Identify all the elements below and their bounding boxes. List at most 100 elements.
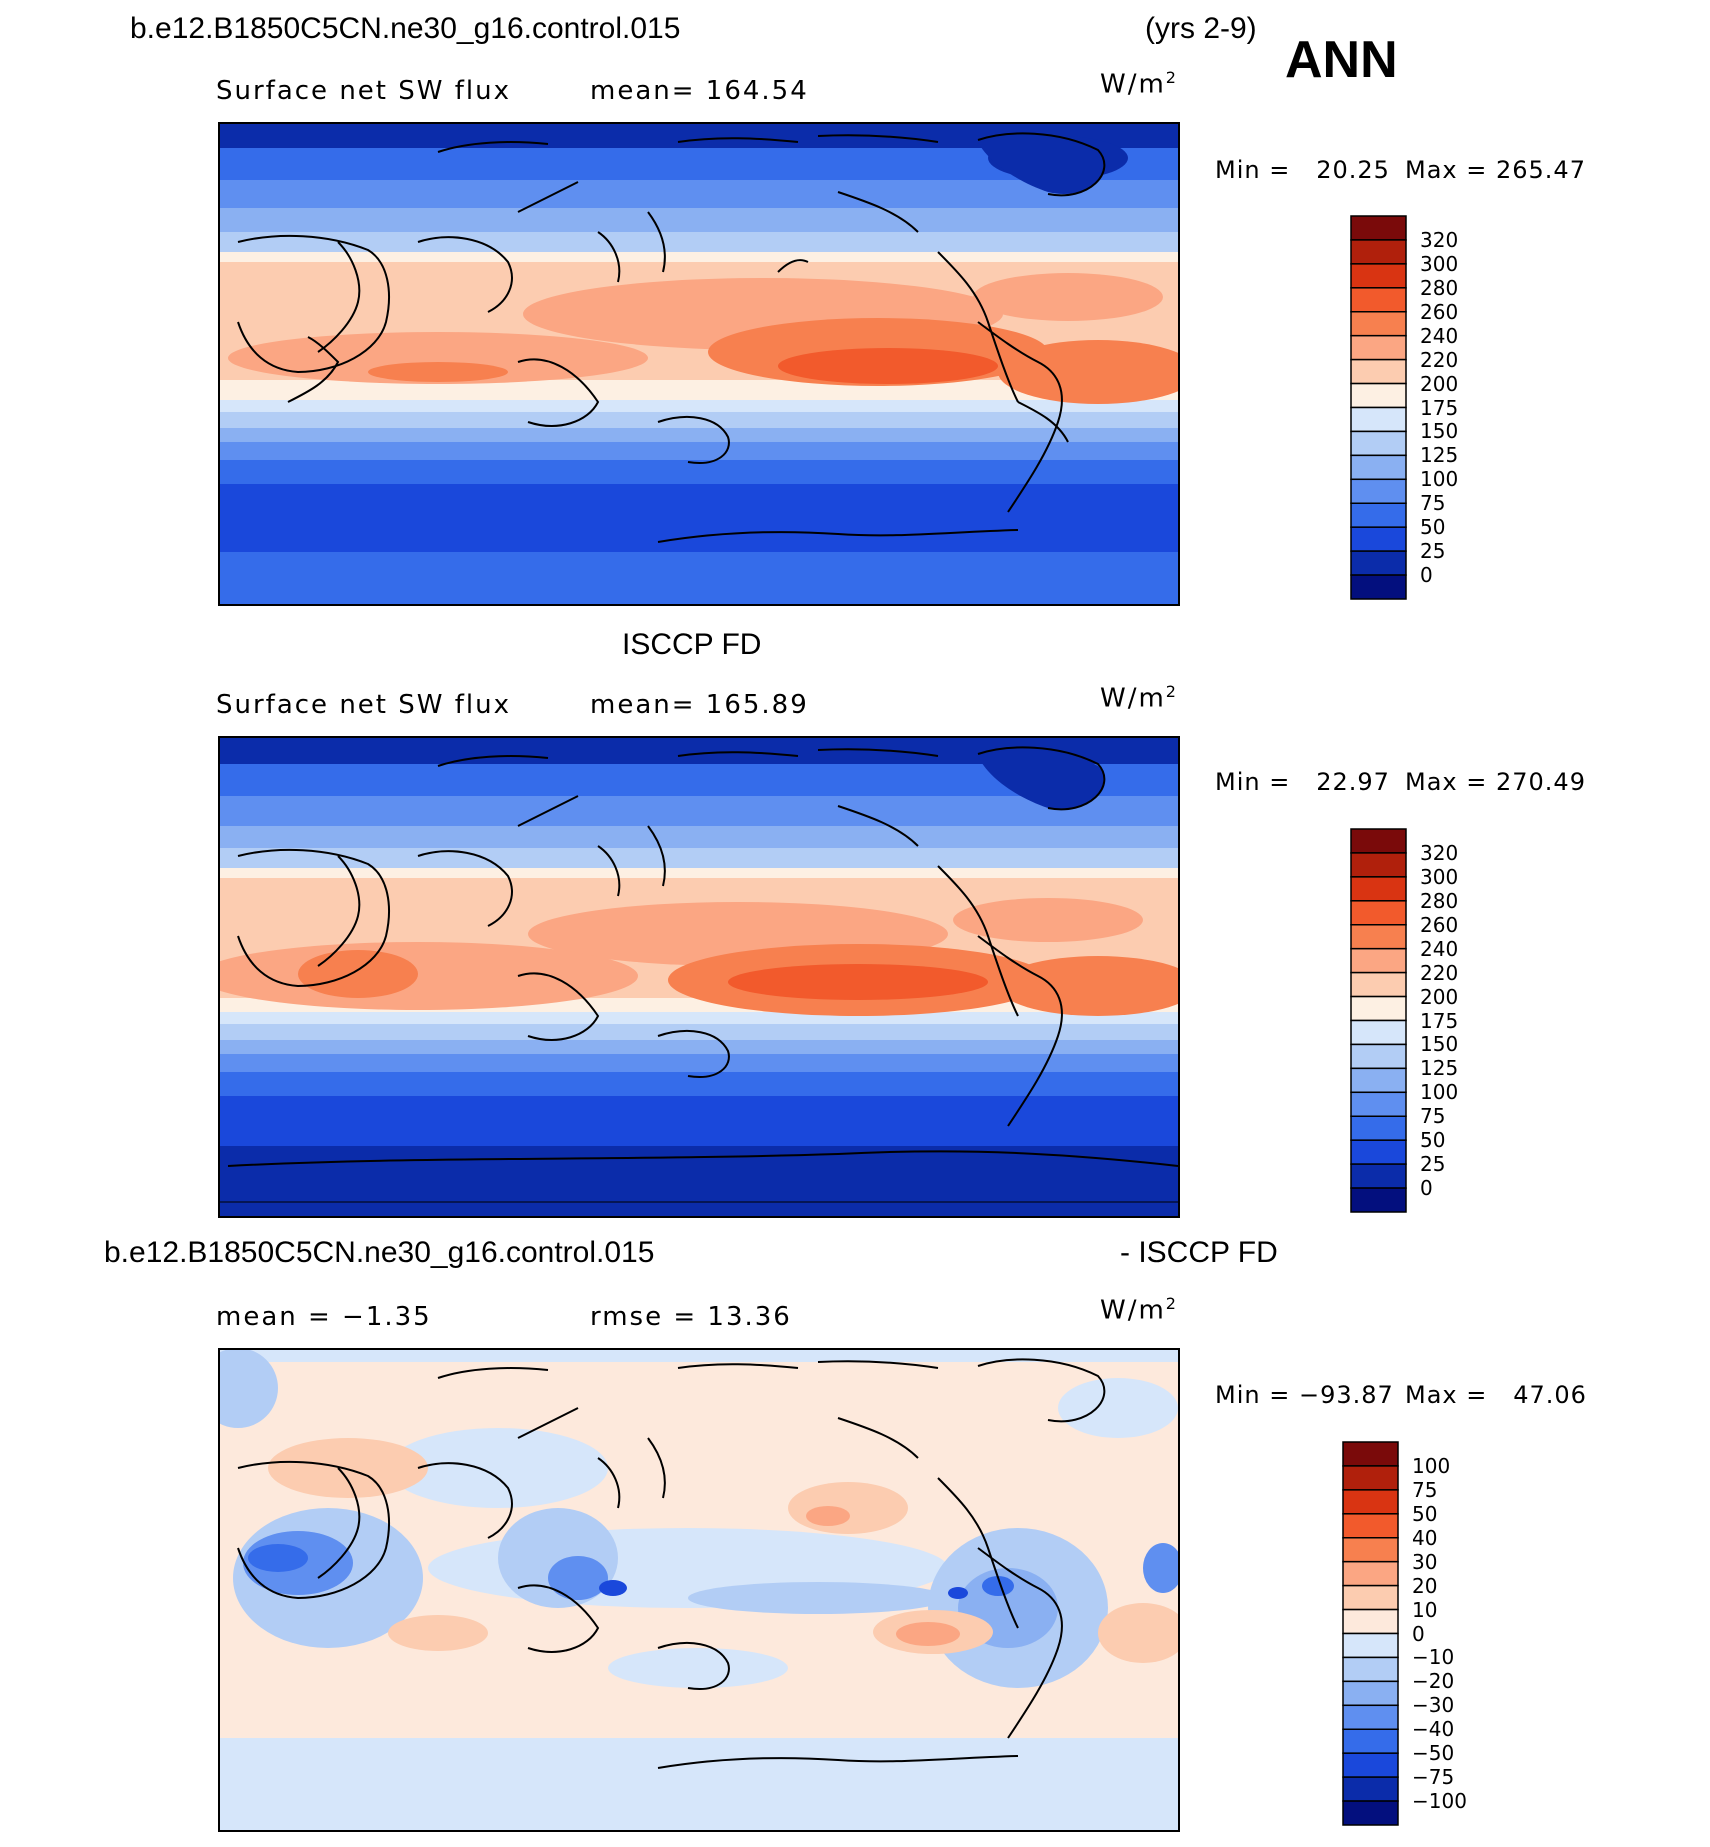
colorbar-swatch [1350,947,1407,974]
colorbar-label: −20 [1412,1669,1455,1694]
colorbar-swatch [1350,454,1407,481]
colorbar-swatch [1350,852,1407,878]
colorbar-swatch [1350,430,1407,457]
colorbar-label: 75 [1420,491,1446,516]
panel1-mean: mean= 164.54 [590,76,809,106]
panel1-min: Min = 20.25 [1215,156,1390,184]
colorbar-swatch [1350,924,1407,950]
panel2-colorbar [1350,828,1407,1213]
colorbar-label: 75 [1412,1477,1438,1502]
panel3-units: W/m2 [1100,1294,1178,1326]
colorbar-swatch [1350,406,1407,433]
colorbar-swatch [1342,1800,1399,1826]
panel2-map [218,736,1180,1218]
colorbar-swatch [1342,1584,1399,1611]
colorbar-swatch [1350,526,1407,552]
colorbar-swatch [1342,1465,1399,1491]
colorbar-swatch [1350,478,1407,504]
colorbar-swatch [1350,1139,1407,1165]
colorbar-label: 0 [1420,563,1433,588]
colorbar-swatch [1350,574,1407,600]
colorbar-swatch [1350,1091,1407,1117]
panel2-max: Max = 270.49 [1405,768,1586,796]
colorbar-label: 100 [1420,467,1459,492]
colorbar-label: 175 [1420,395,1459,420]
colorbar-label: 280 [1420,888,1459,913]
colorbar-swatch [1350,1115,1407,1141]
colorbar-swatch [1350,287,1407,313]
colorbar-swatch [1350,1163,1407,1189]
colorbar-swatch [1342,1656,1399,1683]
colorbar-label: 30 [1412,1549,1438,1574]
colorbar-label: −75 [1412,1765,1455,1790]
colorbar-swatch [1342,1513,1399,1539]
panel3-title-right: - ISCCP FD [1120,1236,1278,1269]
colorbar-label: 260 [1420,299,1459,324]
colorbar-swatch [1342,1489,1399,1515]
colorbar-label: 75 [1420,1104,1446,1129]
colorbar-label: −100 [1412,1789,1467,1814]
panel2-title: ISCCP FD [622,628,762,661]
panel1-units: W/m2 [1100,68,1178,100]
panel3-map [218,1348,1180,1832]
colorbar-label: 175 [1420,1008,1459,1033]
panel1-colorbar [1350,215,1407,600]
case-title: b.e12.B1850C5CN.ne30_g16.control.015 [130,12,681,45]
panel3-max: Max = 47.06 [1405,1381,1587,1409]
colorbar-swatch [1342,1632,1399,1659]
colorbar-swatch [1350,263,1407,289]
colorbar-label: 320 [1420,227,1459,252]
colorbar-label: 100 [1412,1453,1451,1478]
colorbar-label: 50 [1420,1128,1446,1153]
colorbar-label: 125 [1420,1056,1459,1081]
panel3-mean: mean = −1.35 [216,1302,432,1332]
colorbar-swatch [1342,1537,1399,1563]
colorbar-label: 220 [1420,960,1459,985]
colorbar-swatch [1342,1704,1399,1730]
panel3-rmse: rmse = 13.36 [590,1302,792,1332]
colorbar-swatch [1350,1043,1407,1070]
colorbar-label: 280 [1420,275,1459,300]
season-label: ANN [1285,31,1398,89]
colorbar-label: 0 [1420,1176,1433,1201]
panel2-min: Min = 22.97 [1215,768,1390,796]
colorbar-label: 200 [1420,371,1459,396]
colorbar-swatch [1350,502,1407,528]
panel2-mean: mean= 165.89 [590,690,809,720]
colorbar-label: 0 [1412,1621,1425,1646]
colorbar-label: 10 [1412,1597,1438,1622]
colorbar-swatch [1350,1187,1407,1213]
colorbar-label: 150 [1420,419,1459,444]
colorbar-label: 220 [1420,347,1459,372]
panel3-title-left: b.e12.B1850C5CN.ne30_g16.control.015 [104,1236,655,1269]
panel1-map [218,122,1180,606]
colorbar-swatch [1350,900,1407,926]
colorbar-label: 300 [1420,251,1459,276]
colorbar-label: 125 [1420,443,1459,468]
colorbar-swatch [1350,382,1407,409]
colorbar-label: 50 [1420,515,1446,540]
colorbar-label: 25 [1420,1152,1446,1177]
panel2-units: W/m2 [1100,682,1178,714]
colorbar-swatch [1342,1680,1399,1707]
colorbar-swatch [1350,358,1407,385]
colorbar-swatch [1342,1752,1399,1778]
colorbar-swatch [1342,1441,1399,1467]
colorbar-swatch [1350,1067,1407,1094]
colorbar-label: 100 [1420,1080,1459,1105]
colorbar-label: 300 [1420,864,1459,889]
colorbar-label: 200 [1420,984,1459,1009]
colorbar-label: 20 [1412,1573,1438,1598]
colorbar-label: −40 [1412,1717,1455,1742]
panel3-colorbar [1342,1441,1399,1826]
colorbar-swatch [1350,550,1407,576]
colorbar-swatch [1350,828,1407,854]
colorbar-swatch [1350,995,1407,1022]
colorbar-swatch [1350,311,1407,337]
panel1-max: Max = 265.47 [1405,156,1586,184]
colorbar-label: 150 [1420,1032,1459,1057]
colorbar-swatch [1342,1560,1399,1587]
years-label: (yrs 2-9) [1145,12,1257,45]
colorbar-label: 50 [1412,1501,1438,1526]
colorbar-label: −10 [1412,1645,1455,1670]
